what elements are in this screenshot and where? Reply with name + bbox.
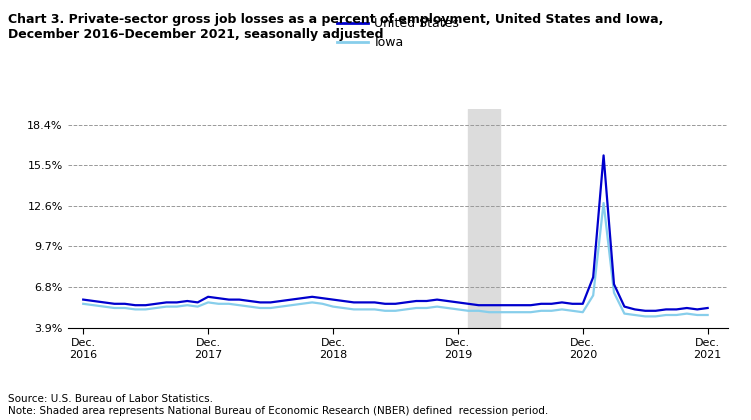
- Bar: [469, 109, 499, 328]
- Text: Source: U.S. Bureau of Labor Statistics.
Note: Shaded area represents National B: Source: U.S. Bureau of Labor Statistics.…: [8, 394, 547, 416]
- Legend: United States, Iowa: United States, Iowa: [337, 17, 459, 50]
- Text: Chart 3. Private-sector gross job losses as a percent of employment, United Stat: Chart 3. Private-sector gross job losses…: [8, 13, 663, 41]
